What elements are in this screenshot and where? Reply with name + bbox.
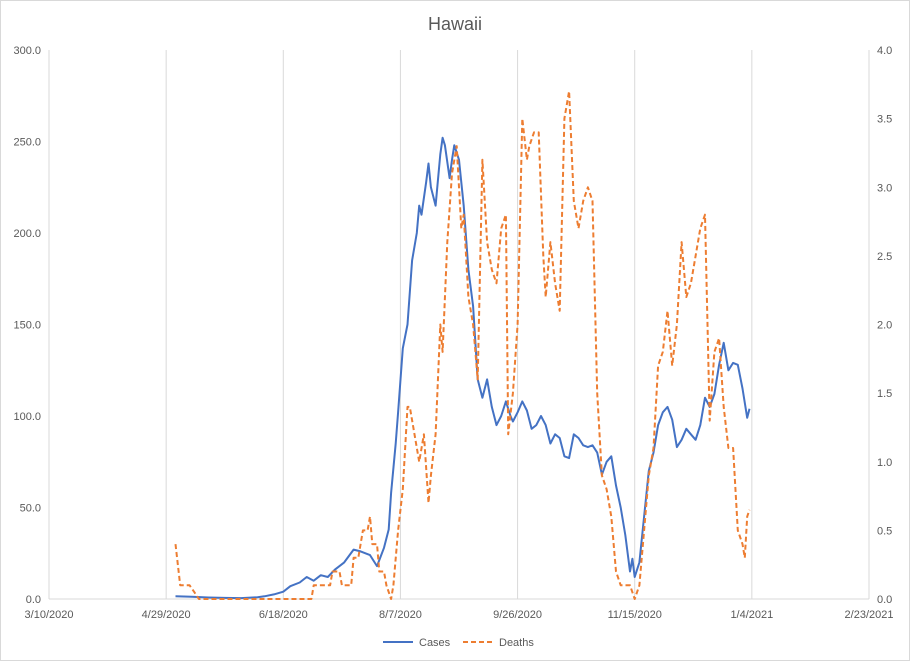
legend-cases-label: Cases: [419, 637, 451, 649]
series-line-deaths: [174, 90, 751, 600]
y-left-tick-label: 300.0: [13, 45, 41, 57]
y-axis-right: 0.0 0.5 1.0 1.5 2.0 2.5 3.0 3.5 4.0: [877, 45, 892, 606]
y-left-tick-label: 150.0: [13, 320, 41, 332]
y-left-tick-label: 50.0: [20, 503, 41, 515]
x-tick-label: 2/23/2021: [845, 609, 894, 621]
y-right-tick-label: 2.5: [877, 251, 892, 263]
legend: Cases Deaths: [383, 637, 534, 649]
y-right-tick-label: 1.5: [877, 388, 892, 400]
y-right-tick-label: 3.0: [877, 182, 892, 194]
x-tick-label: 9/26/2020: [493, 609, 542, 621]
x-tick-label: 8/7/2020: [379, 609, 422, 621]
y-right-tick-label: 0.0: [877, 594, 892, 606]
y-right-tick-label: 4.0: [877, 45, 892, 57]
x-axis: 3/10/2020 4/29/2020 6/18/2020 8/7/2020 9/26/…: [25, 598, 894, 621]
x-tick-label: 1/4/2021: [730, 609, 773, 621]
x-tick-label: 11/15/2020: [608, 609, 662, 621]
series: [174, 90, 751, 600]
y-right-tick-label: 1.0: [877, 457, 892, 469]
y-right-tick-label: 0.5: [877, 525, 892, 537]
y-left-tick-label: 100.0: [13, 411, 41, 423]
x-tick-label: 3/10/2020: [25, 609, 74, 621]
chart-title: Hawaii: [428, 14, 482, 34]
x-tick-label: 6/18/2020: [259, 609, 308, 621]
gridlines: [48, 50, 870, 599]
y-left-tick-label: 200.0: [13, 228, 41, 240]
y-left-tick-label: 0.0: [26, 594, 41, 606]
x-tick-label: 4/29/2020: [142, 609, 191, 621]
y-axis-left: 0.0 50.0 100.0 150.0 200.0 250.0 300.0: [13, 45, 41, 606]
series-line-cases: [175, 136, 751, 600]
y-right-tick-label: 3.5: [877, 114, 892, 126]
legend-deaths-label: Deaths: [499, 637, 534, 649]
y-right-tick-label: 2.0: [877, 320, 892, 332]
y-left-tick-label: 250.0: [13, 137, 41, 149]
